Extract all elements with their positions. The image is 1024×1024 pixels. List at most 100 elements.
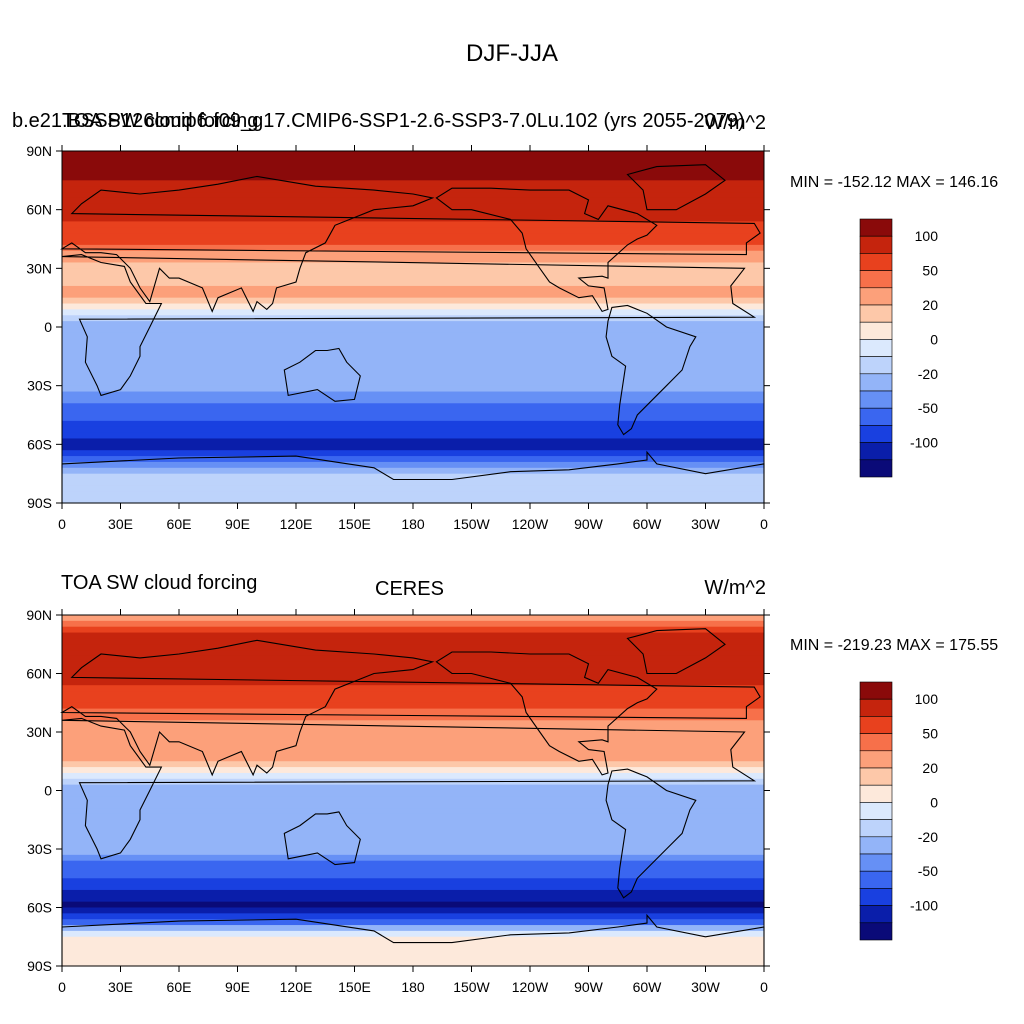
- zonal-band: [62, 321, 764, 328]
- y-tick-label: 60S: [27, 900, 52, 916]
- zonal-band: [62, 667, 764, 675]
- coastline-australia: [283, 811, 361, 866]
- colorbar-label: 0: [930, 794, 938, 810]
- colorbar-label: -100: [910, 435, 938, 451]
- y-tick-label: 0: [44, 319, 52, 335]
- coastline-greenland: [626, 164, 726, 211]
- zonal-band: [62, 925, 764, 932]
- x-tick-label: 90E: [225, 979, 250, 995]
- zonal-band: [62, 936, 764, 944]
- coastline-south-america: [605, 768, 697, 899]
- colorbar-segment: [859, 819, 893, 838]
- zonal-band: [62, 743, 764, 751]
- zonal-band: [62, 650, 764, 657]
- x-tick-label: 0: [58, 979, 66, 995]
- zonal-band: [62, 186, 764, 193]
- zonal-band: [62, 450, 764, 457]
- zonal-band: [62, 878, 764, 885]
- zonal-band: [62, 180, 764, 187]
- coastline-africa: [61, 254, 757, 397]
- zonal-band: [62, 327, 764, 334]
- zonal-band: [62, 497, 764, 504]
- x-tick-label: 150W: [453, 979, 490, 995]
- zonal-band: [62, 784, 764, 792]
- zonal-band: [62, 162, 764, 170]
- zonal-band: [62, 808, 764, 815]
- zonal-band: [62, 819, 764, 827]
- colorbar-segment: [859, 716, 893, 734]
- colorbar-segment: [859, 784, 893, 803]
- colorbar-segment: [859, 304, 893, 323]
- colorbar-segment: [859, 698, 893, 717]
- zonal-band: [62, 479, 764, 486]
- colorbar-segment: [859, 681, 893, 700]
- x-tick-label: 120E: [280, 516, 313, 532]
- x-tick-label: 60W: [633, 516, 663, 532]
- x-tick-label: 0: [760, 516, 768, 532]
- zonal-band: [62, 203, 764, 211]
- zonal-band: [62, 350, 764, 357]
- zonal-band: [62, 884, 764, 891]
- zonal-band: [62, 244, 764, 252]
- zonal-band: [62, 755, 764, 762]
- x-tick-label: 90E: [225, 516, 250, 532]
- zonal-band: [62, 297, 764, 305]
- zonal-band: [62, 889, 764, 897]
- x-tick-label: 150E: [338, 516, 371, 532]
- x-tick-label: 120W: [512, 979, 549, 995]
- zonal-band: [62, 239, 764, 246]
- zonal-band: [62, 907, 764, 914]
- zonal-band: [62, 409, 764, 416]
- zonal-band: [62, 391, 764, 398]
- x-tick-label: 120E: [280, 979, 313, 995]
- zonal-band: [62, 151, 764, 158]
- zonal-band: [62, 860, 764, 868]
- zonal-band: [62, 456, 764, 463]
- y-tick-label: 90S: [27, 958, 52, 974]
- zonal-band: [62, 825, 764, 833]
- zonal-band: [62, 303, 764, 310]
- zonal-band: [62, 708, 764, 716]
- zonal-band: [62, 872, 764, 879]
- panel-ceres: TOA SW cloud forcing CERES W/m^2 MIN = -…: [0, 560, 1024, 1024]
- zonal-band: [62, 948, 764, 955]
- zonal-band: [62, 344, 764, 352]
- zonal-band: [62, 737, 764, 745]
- zonal-band: [62, 197, 764, 205]
- coastline-south-america: [605, 304, 697, 436]
- y-tick-label: 60N: [26, 666, 52, 682]
- zonal-band: [62, 438, 764, 445]
- zonal-band: [62, 644, 764, 651]
- zonal-band: [62, 849, 764, 856]
- zonal-band: [62, 356, 764, 363]
- x-tick-label: 0: [58, 516, 66, 532]
- y-tick-label: 60N: [26, 202, 52, 218]
- zonal-band: [62, 702, 764, 710]
- coastline-north-america: [435, 187, 658, 313]
- zonal-band: [62, 661, 764, 669]
- zonal-band: [62, 373, 764, 381]
- colorbar-label: 0: [930, 331, 938, 347]
- zonal-band: [62, 385, 764, 393]
- zonal-band: [62, 843, 764, 850]
- panel-stats: MIN = -219.23 MAX = 175.55: [790, 637, 999, 654]
- panel-left-title: TOA SW cloud forcing: [61, 572, 258, 594]
- y-tick-label: 30S: [27, 841, 52, 857]
- panel-stats: MIN = -152.12 MAX = 146.16: [790, 174, 999, 191]
- zonal-band: [62, 415, 764, 422]
- zonal-band: [62, 192, 764, 199]
- zonal-band: [62, 732, 764, 739]
- coastline-eurasia: [60, 175, 761, 313]
- zonal-band: [62, 332, 764, 340]
- zonal-band: [62, 233, 764, 240]
- colorbar-segment: [859, 253, 893, 271]
- zonal-band: [62, 256, 764, 264]
- colorbar-segment: [859, 870, 893, 889]
- map-plot-model: 0 30E 60E 90E 120E 150E 180 150W 120W 90W 60W 30W 09…: [26, 143, 938, 532]
- zonal-band: [62, 942, 764, 950]
- zonal-band: [62, 854, 764, 862]
- zonal-band: [62, 473, 764, 481]
- zonal-band: [62, 720, 764, 727]
- x-tick-label: 90W: [574, 979, 604, 995]
- colorbar-segment: [859, 390, 893, 409]
